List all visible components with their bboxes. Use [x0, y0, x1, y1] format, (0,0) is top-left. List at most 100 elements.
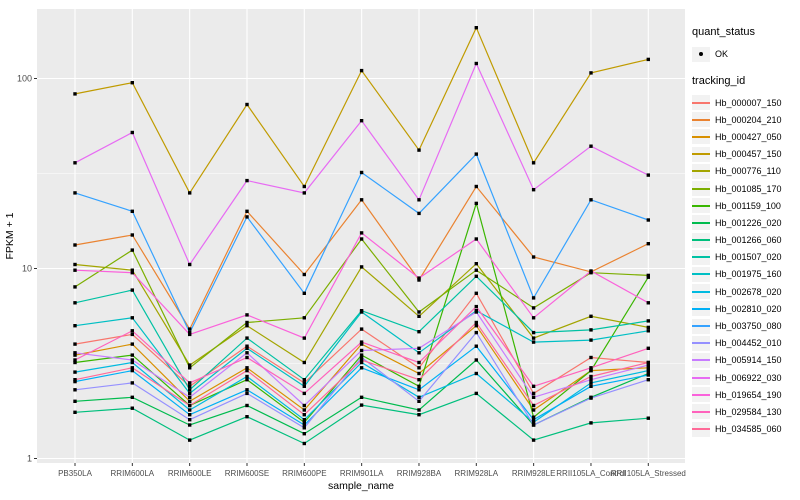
- data-point: [188, 388, 192, 392]
- x-tick-label: RRIM901LA: [340, 469, 384, 478]
- data-point: [474, 344, 478, 348]
- legend-item-label: Hb_000776_110: [715, 166, 781, 177]
- x-tick-label: RRIM600PE: [282, 469, 326, 478]
- legend-item-label: OK: [715, 49, 729, 59]
- data-point: [646, 275, 650, 279]
- data-point: [302, 316, 306, 320]
- data-point: [531, 161, 536, 165]
- legend-item-label: Hb_001507_020: [715, 252, 782, 263]
- data-point: [589, 271, 593, 275]
- data-point: [188, 413, 192, 417]
- legend-item-label: Hb_005914_150: [715, 355, 782, 366]
- data-point: [302, 360, 306, 365]
- legend-item-Hb_029584_130: Hb_029584_130: [692, 403, 798, 420]
- data-point: [589, 374, 593, 379]
- legend-item-Hb_000204_210: Hb_000204_210: [692, 111, 798, 128]
- legend-quant-items: OK: [692, 45, 798, 63]
- data-point: [589, 338, 593, 342]
- data-point: [531, 423, 536, 427]
- data-point: [245, 209, 249, 213]
- legend-item-Hb_005914_150: Hb_005914_150: [692, 352, 798, 369]
- data-point: [130, 366, 134, 370]
- data-point: [474, 26, 478, 30]
- legend-item-label: Hb_001085_170: [715, 183, 782, 194]
- x-axis-title: sample_name: [328, 480, 394, 492]
- color-line-icon: [692, 118, 710, 121]
- data-point: [188, 191, 192, 195]
- color-line-icon: [692, 221, 710, 224]
- data-point: [474, 304, 478, 309]
- line-swatch-icon: [692, 129, 710, 145]
- line-swatch-icon: [692, 266, 710, 282]
- black-point-icon: [699, 52, 703, 56]
- color-line-icon: [692, 307, 710, 310]
- data-point: [531, 403, 536, 408]
- data-point: [245, 366, 249, 370]
- legend-item-quant-ok: OK: [692, 45, 798, 63]
- data-point: [73, 262, 77, 267]
- data-point: [474, 320, 478, 325]
- data-point: [359, 342, 364, 346]
- data-point: [359, 119, 364, 123]
- legend-item-Hb_000776_110: Hb_000776_110: [692, 163, 798, 180]
- data-point: [531, 340, 536, 344]
- data-point: [646, 273, 650, 278]
- data-point: [302, 391, 306, 396]
- data-point: [188, 418, 192, 422]
- data-point: [73, 324, 77, 328]
- data-point: [130, 268, 134, 272]
- data-point: [130, 406, 134, 410]
- data-point: [130, 395, 134, 399]
- data-point: [302, 191, 306, 195]
- data-point: [73, 92, 77, 96]
- data-point: [245, 324, 249, 328]
- legend-item-Hb_001507_020: Hb_001507_020: [692, 249, 798, 266]
- legend-item-Hb_002678_020: Hb_002678_020: [692, 283, 798, 300]
- data-point: [302, 420, 306, 424]
- data-point: [245, 415, 249, 419]
- legend-item-label: Hb_000204_210: [715, 114, 782, 125]
- data-point: [245, 351, 249, 355]
- data-point: [359, 348, 364, 353]
- y-axis-title: FPKM + 1: [4, 212, 16, 259]
- data-point: [646, 329, 650, 333]
- data-point: [474, 201, 478, 206]
- data-point: [359, 310, 364, 314]
- legend-item-Hb_001266_060: Hb_001266_060: [692, 232, 798, 249]
- data-point: [302, 426, 306, 430]
- data-point: [73, 379, 77, 384]
- legend-item-label: Hb_001226_020: [715, 217, 782, 228]
- legend-item-Hb_001975_160: Hb_001975_160: [692, 266, 798, 283]
- legend-tracking-items: Hb_000007_150 Hb_000204_210 Hb_000427_050 H…: [692, 94, 798, 438]
- data-point: [589, 378, 593, 382]
- data-point: [474, 310, 478, 314]
- legend-item-label: Hb_002810_020: [715, 303, 782, 314]
- data-point: [359, 360, 364, 365]
- data-point: [417, 211, 421, 216]
- data-point: [474, 237, 478, 241]
- data-point: [245, 378, 249, 382]
- data-point: [130, 358, 134, 362]
- data-point: [188, 363, 192, 367]
- data-point: [474, 61, 478, 66]
- data-point: [302, 432, 306, 436]
- data-point: [188, 438, 192, 442]
- line-swatch-icon: [692, 370, 710, 386]
- data-point: [646, 363, 650, 367]
- data-point: [73, 358, 77, 362]
- legend-item-label: Hb_001266_060: [715, 235, 782, 246]
- data-point: [417, 399, 421, 403]
- legend-item-label: Hb_001159_100: [715, 200, 781, 211]
- data-point: [531, 384, 536, 388]
- y-tick-label: 100: [17, 74, 32, 84]
- legend-item-Hb_003750_080: Hb_003750_080: [692, 317, 798, 334]
- data-point: [474, 268, 478, 272]
- data-point: [130, 271, 134, 275]
- data-point: [417, 330, 421, 334]
- data-point: [130, 332, 134, 337]
- data-point: [130, 248, 134, 252]
- data-point: [531, 306, 536, 310]
- data-point: [359, 198, 364, 202]
- data-point: [73, 353, 77, 357]
